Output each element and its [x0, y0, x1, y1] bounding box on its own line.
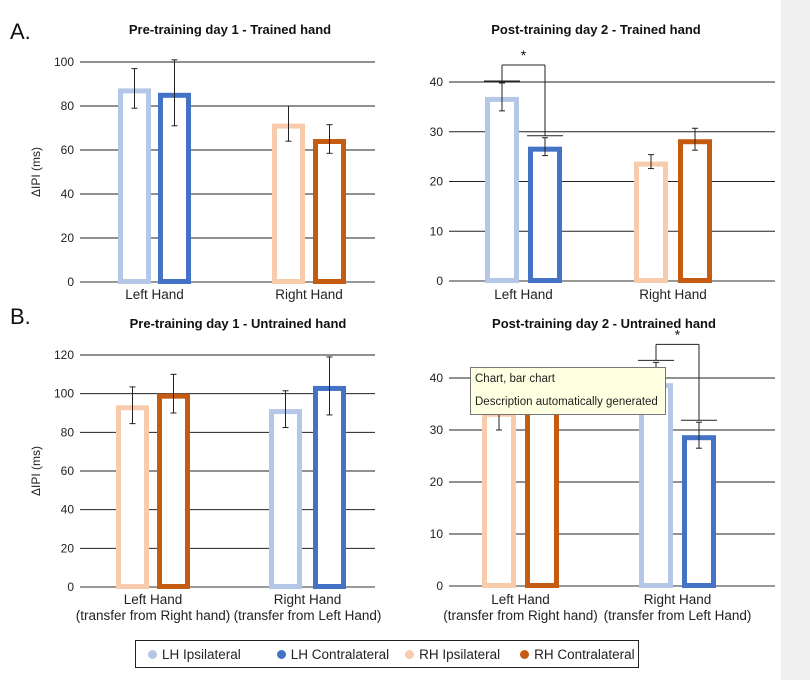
legend-item-lh-contralateral: LH Contralateral — [276, 646, 390, 662]
y-tick-label: 100 — [54, 387, 74, 401]
tooltip-line-2: Description automatically generated — [475, 396, 658, 408]
bar-lh-contralateral-right-hand-transfer-from-left-hand — [682, 435, 716, 589]
legend-label: LH Ipsilateral — [162, 646, 241, 662]
bar-rh-contralateral-right-hand — [678, 139, 712, 283]
category-label: Right Hand — [274, 592, 342, 607]
chart-panel-1: Pre-training day 1 - Trained hand 0 20 40 60… — [29, 22, 375, 302]
y-tick-label: 0 — [436, 274, 443, 288]
y-tick-label: 20 — [61, 541, 75, 555]
category-label: Right Hand — [644, 592, 712, 607]
y-tick-label: 30 — [430, 423, 444, 437]
bar-rh-contralateral-left-hand-transfer-from-right-hand — [157, 393, 190, 589]
y-tick-label: 20 — [430, 175, 444, 189]
side-strip — [781, 0, 810, 680]
legend-swatch-rh-ipsilateral — [405, 649, 415, 659]
bar-rh-contralateral-left-hand-transfer-from-right-hand — [525, 404, 559, 588]
chart-panel-2: Post-training day 2 - Trained hand 0 10 20 3… — [430, 22, 775, 302]
y-tick-label: 100 — [54, 55, 74, 69]
y-tick-label: 0 — [436, 579, 443, 593]
legend-item-rh-contralateral: RH Contralateral — [520, 647, 635, 662]
figure: A. B. Pre-training day 1 - Trained hand 0… — [10, 19, 775, 623]
legend-swatch-rh-contralateral — [520, 649, 530, 659]
tooltip-line-1: Chart, bar chart — [475, 373, 555, 385]
y-tick-label: 80 — [61, 425, 75, 439]
chart-title: Pre-training day 1 - Trained hand — [129, 22, 331, 37]
category-label: Right Hand — [275, 287, 343, 302]
category-label: (transfer from Right hand) — [76, 608, 231, 623]
chart-panel-4: Post-training day 2 - Untrained hand 0 10 2… — [430, 316, 775, 623]
y-tick-label: 40 — [430, 75, 444, 89]
category-label: (transfer from Right hand) — [443, 608, 598, 623]
bar-lh-ipsilateral-left-hand — [118, 88, 151, 285]
y-tick-label: 0 — [67, 275, 74, 289]
y-tick-label: 40 — [430, 371, 444, 385]
y-tick-label: 0 — [67, 580, 74, 594]
bar-rh-ipsilateral-right-hand — [634, 161, 668, 284]
y-tick-label: 10 — [430, 527, 444, 541]
alt-text-tooltip: Chart, bar chart Description automatical… — [470, 367, 666, 415]
legend-swatch-lh-ipsilateral — [148, 649, 157, 659]
category-label: Left Hand — [125, 287, 184, 302]
significance-star: * — [521, 47, 527, 63]
bar-lh-ipsilateral-right-hand-transfer-from-left-hand — [269, 409, 302, 589]
y-axis-label: ΔIPI (ms) — [29, 147, 43, 197]
bar-lh-contralateral-left-hand — [528, 146, 562, 283]
chart-title: Pre-training day 1 - Untrained hand — [130, 316, 347, 331]
legend-swatch-lh-contralateral — [276, 649, 286, 659]
legend-item-rh-ipsilateral: RH Ipsilateral — [405, 647, 500, 662]
bar-rh-ipsilateral-left-hand-transfer-from-right-hand — [482, 411, 516, 588]
section-label-a: A. — [10, 19, 31, 44]
category-label: Left Hand — [494, 287, 553, 302]
y-tick-label: 20 — [430, 475, 444, 489]
bar-rh-ipsilateral-left-hand-transfer-from-right-hand — [116, 405, 149, 589]
category-label: (transfer from Left Hand) — [234, 608, 382, 623]
bar-rh-contralateral-right-hand — [313, 139, 346, 284]
category-label: Left Hand — [491, 592, 550, 607]
y-axis-label: ΔIPI (ms) — [29, 446, 43, 496]
legend-label: RH Ipsilateral — [419, 646, 501, 662]
y-tick-label: 20 — [61, 231, 75, 245]
category-label: Right Hand — [639, 287, 707, 302]
y-tick-label: 30 — [430, 125, 444, 139]
bar-lh-ipsilateral-left-hand — [485, 96, 519, 283]
bar-lh-ipsilateral-right-hand-transfer-from-left-hand — [639, 383, 673, 589]
legend-label: RH Contralateral — [534, 646, 635, 662]
category-label: Left Hand — [124, 592, 183, 607]
chart-panel-3: Pre-training day 1 - Untrained hand 0 20 40… — [29, 316, 381, 623]
y-tick-label: 40 — [61, 187, 75, 201]
y-tick-label: 10 — [430, 224, 444, 238]
y-tick-label: 40 — [61, 503, 75, 517]
section-label-b: B. — [10, 304, 31, 329]
chart-title: Post-training day 2 - Trained hand — [491, 22, 701, 37]
y-tick-label: 60 — [61, 143, 75, 157]
legend-label: LH Contralateral — [290, 646, 390, 662]
significance-star: * — [675, 326, 681, 342]
legend: LH Ipsilateral LH Contralateral RH Ipsil… — [135, 640, 639, 668]
bar-lh-contralateral-right-hand-transfer-from-left-hand — [313, 385, 346, 589]
bar-rh-ipsilateral-right-hand — [272, 123, 305, 284]
y-tick-label: 80 — [61, 99, 75, 113]
y-tick-label: 120 — [54, 348, 74, 362]
category-label: (transfer from Left Hand) — [604, 608, 752, 623]
chart-panels: Pre-training day 1 - Trained hand 0 20 40 60… — [29, 22, 775, 623]
legend-item-lh-ipsilateral: LH Ipsilateral — [148, 647, 241, 662]
y-tick-label: 60 — [61, 464, 75, 478]
chart-title: Post-training day 2 - Untrained hand — [492, 316, 716, 331]
